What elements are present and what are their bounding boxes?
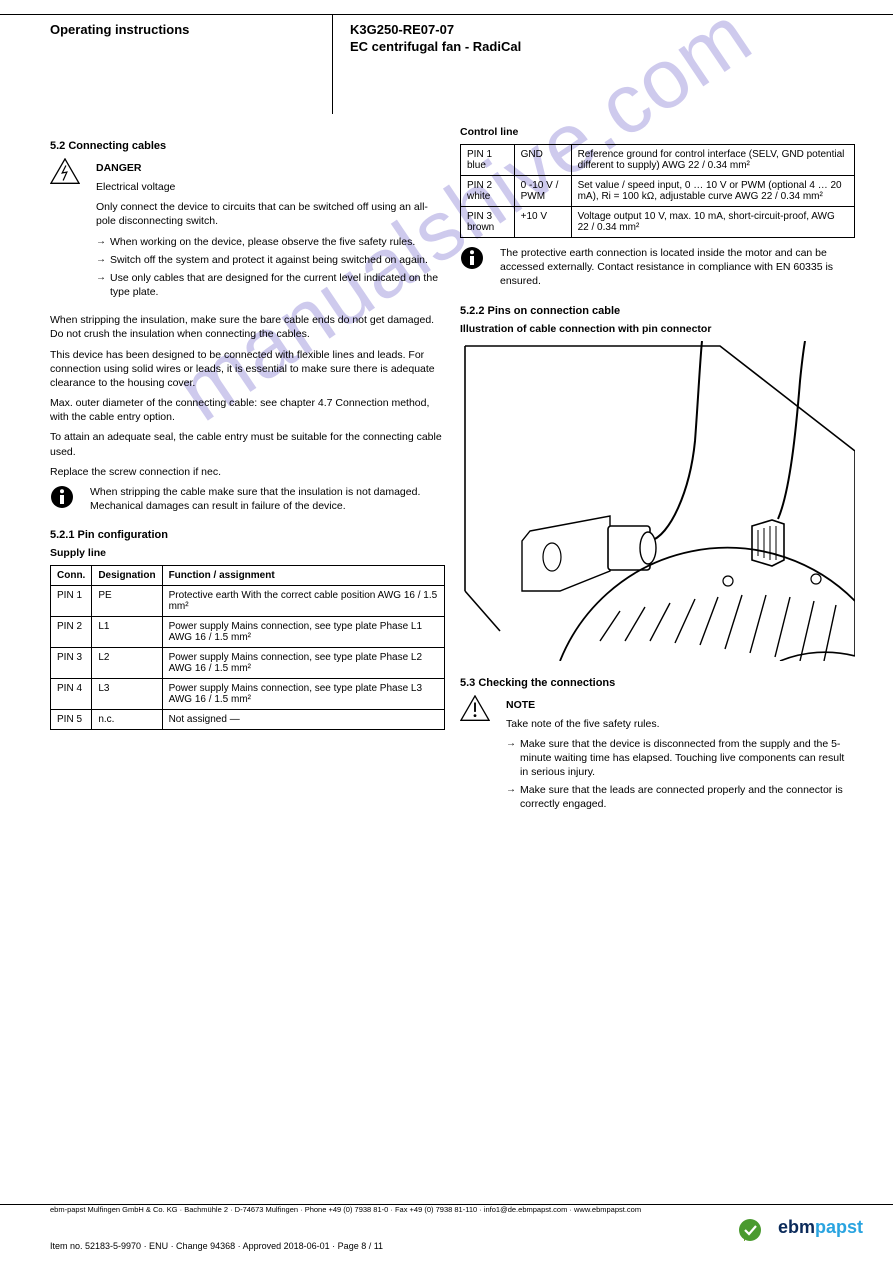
control-head: Control line [460,126,855,138]
note-head: NOTE [506,699,855,711]
header-divider [332,14,333,114]
r1c1: L1 [92,617,162,648]
r2c0: PIN 3 [51,648,92,679]
note-text: NOTE Take note of the five safety rules.… [506,695,855,816]
danger-text: DANGER Electrical voltage Only connect t… [96,158,445,303]
cr2c2: Voltage output 10 V, max. 10 mA, short-c… [571,207,854,238]
column-left: 5.2 Connecting cables DANGER Electrical … [50,140,445,738]
info-right-text: The protective earth connection is locat… [500,246,855,289]
r4c2: Not assigned — [162,710,444,730]
r2c1: L2 [92,648,162,679]
danger-head: DANGER [96,162,445,174]
th1: Conn. [51,566,92,586]
r3c1: L3 [92,679,162,710]
note-b2: Make sure that the leads are connected p… [506,783,855,811]
cr0c2: Reference ground for control interface (… [571,145,854,176]
left-p3: Max. outer diameter of the connecting ca… [50,396,445,424]
header-left: Operating instructions [50,22,320,39]
danger-block: DANGER Electrical voltage Only connect t… [50,158,445,303]
info-left-text: When stripping the cable make sure that … [90,485,445,513]
danger-b2: Switch off the system and protect it aga… [96,253,445,267]
r0c1: PE [92,586,162,617]
header-right-l2: EC centrifugal fan - RadiCal [350,39,850,56]
control-table: PIN 1 blue GND Reference ground for cont… [460,144,855,238]
r3c0: PIN 4 [51,679,92,710]
r1c0: PIN 2 [51,617,92,648]
cr0c1: GND [514,145,571,176]
cr1c1: 0 -10 V / PWM [514,176,571,207]
header-right: K3G250-RE07-07 EC centrifugal fan - Radi… [350,22,850,56]
danger-body: Only connect the device to circuits that… [96,200,445,228]
connection-illustration [460,341,855,661]
cr2c0: PIN 3 brown [461,207,515,238]
info-icon [460,246,484,270]
illus-head: Illustration of cable connection with pi… [460,323,855,335]
sec-53-title: 5.3 Checking the connections [460,677,855,689]
green-tech-icon [739,1219,761,1241]
left-p5: Replace the screw connection if nec. [50,465,445,479]
supply-table: Conn. Designation Function / assignment … [50,565,445,730]
info-block-right: The protective earth connection is locat… [460,246,855,295]
th3: Function / assignment [162,566,444,586]
note-body: Take note of the five safety rules. [506,717,855,731]
info-icon [50,485,74,509]
cr1c2: Set value / speed input, 0 … 10 V or PWM… [571,176,854,207]
sec-5-2-title: 5.2 Connecting cables [50,140,445,152]
left-p4: To attain an adequate seal, the cable en… [50,430,445,458]
th2: Designation [92,566,162,586]
r4c1: n.c. [92,710,162,730]
spacer [460,661,855,677]
cr0c0: PIN 1 blue [461,145,515,176]
top-rule [0,14,893,15]
r0c0: PIN 1 [51,586,92,617]
logo-papst: papst [815,1217,863,1237]
cr1c0: PIN 2 white [461,176,515,207]
footer: ebm-papst Mulfingen GmbH & Co. KG · Bach… [50,1205,863,1235]
note-b1: Make sure that the device is disconnecte… [506,737,855,780]
header-left-l1: Operating instructions [50,22,320,39]
footnote: ebm-papst Mulfingen GmbH & Co. KG · Bach… [50,1205,863,1214]
sec-522-title: 5.2.2 Pins on connection cable [460,305,855,317]
sec-521-title: 5.2.1 Pin configuration [50,529,445,541]
left-p2: This device has been designed to be conn… [50,348,445,391]
r0c2: Protective earth With the correct cable … [162,586,444,617]
footer-logo: ebmpapst [739,1217,863,1241]
note-block: NOTE Take note of the five safety rules.… [460,695,855,816]
logo-ebm: ebm [778,1217,815,1237]
supply-head: Supply line [50,547,445,559]
r1c2: Power supply Mains connection, see type … [162,617,444,648]
warning-icon [460,695,490,721]
cr2c1: +10 V [514,207,571,238]
page-root: Operating instructions K3G250-RE07-07 EC… [0,0,893,1263]
left-p1: When stripping the insulation, make sure… [50,313,445,341]
hv-warning-icon [50,158,80,184]
r2c2: Power supply Mains connection, see type … [162,648,444,679]
column-right: Control line PIN 1 blue GND Reference gr… [460,122,855,826]
r3c2: Power supply Mains connection, see type … [162,679,444,710]
danger-b3: Use only cables that are designed for th… [96,271,445,299]
danger-sub: Electrical voltage [96,180,445,194]
header-right-l1: K3G250-RE07-07 [350,22,850,39]
page-number: Item no. 52183-5-9970 · ENU · Change 943… [50,1241,383,1251]
danger-b1: When working on the device, please obser… [96,235,445,249]
r4c0: PIN 5 [51,710,92,730]
info-block-left: When stripping the cable make sure that … [50,485,445,519]
